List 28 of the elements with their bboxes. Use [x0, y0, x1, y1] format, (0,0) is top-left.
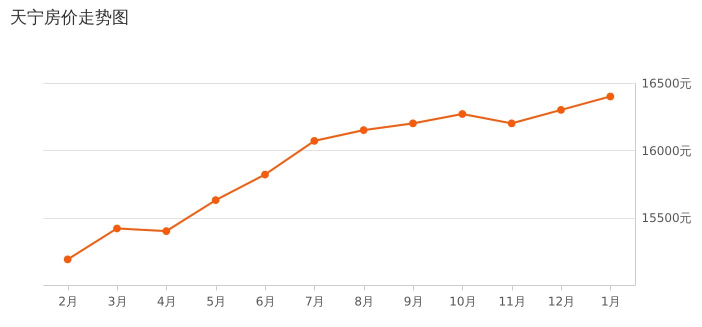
x-tick-label: 7月: [305, 294, 325, 308]
point: [310, 137, 318, 145]
point: [606, 92, 614, 100]
point: [557, 106, 565, 114]
point: [409, 120, 417, 128]
x-tick-label: 1月: [601, 294, 621, 308]
point: [64, 256, 72, 264]
point: [458, 110, 466, 118]
x-tick-label: 11月: [498, 294, 526, 308]
point: [113, 224, 121, 232]
x-tick-label: 9月: [404, 294, 424, 308]
x-tick-label: 10月: [449, 294, 476, 308]
y-tick-label: 16000元: [642, 144, 692, 158]
point: [508, 120, 516, 128]
x-tick-label: 12月: [548, 294, 576, 308]
point: [261, 170, 269, 178]
chart-title: 天宁房价走势图: [10, 8, 129, 28]
x-tick-label: 2月: [58, 294, 78, 308]
x-tick-label: 3月: [108, 294, 128, 308]
x-tick-label: 4月: [157, 294, 177, 308]
point: [360, 126, 368, 134]
y-tick-label: 16500元: [642, 76, 692, 90]
x-tick-label: 8月: [354, 294, 374, 308]
point: [212, 196, 220, 204]
y-tick-label: 15500元: [642, 211, 692, 226]
x-tick-label: 5月: [206, 294, 226, 308]
x-tick-label: 6月: [256, 294, 276, 308]
point: [162, 227, 170, 235]
